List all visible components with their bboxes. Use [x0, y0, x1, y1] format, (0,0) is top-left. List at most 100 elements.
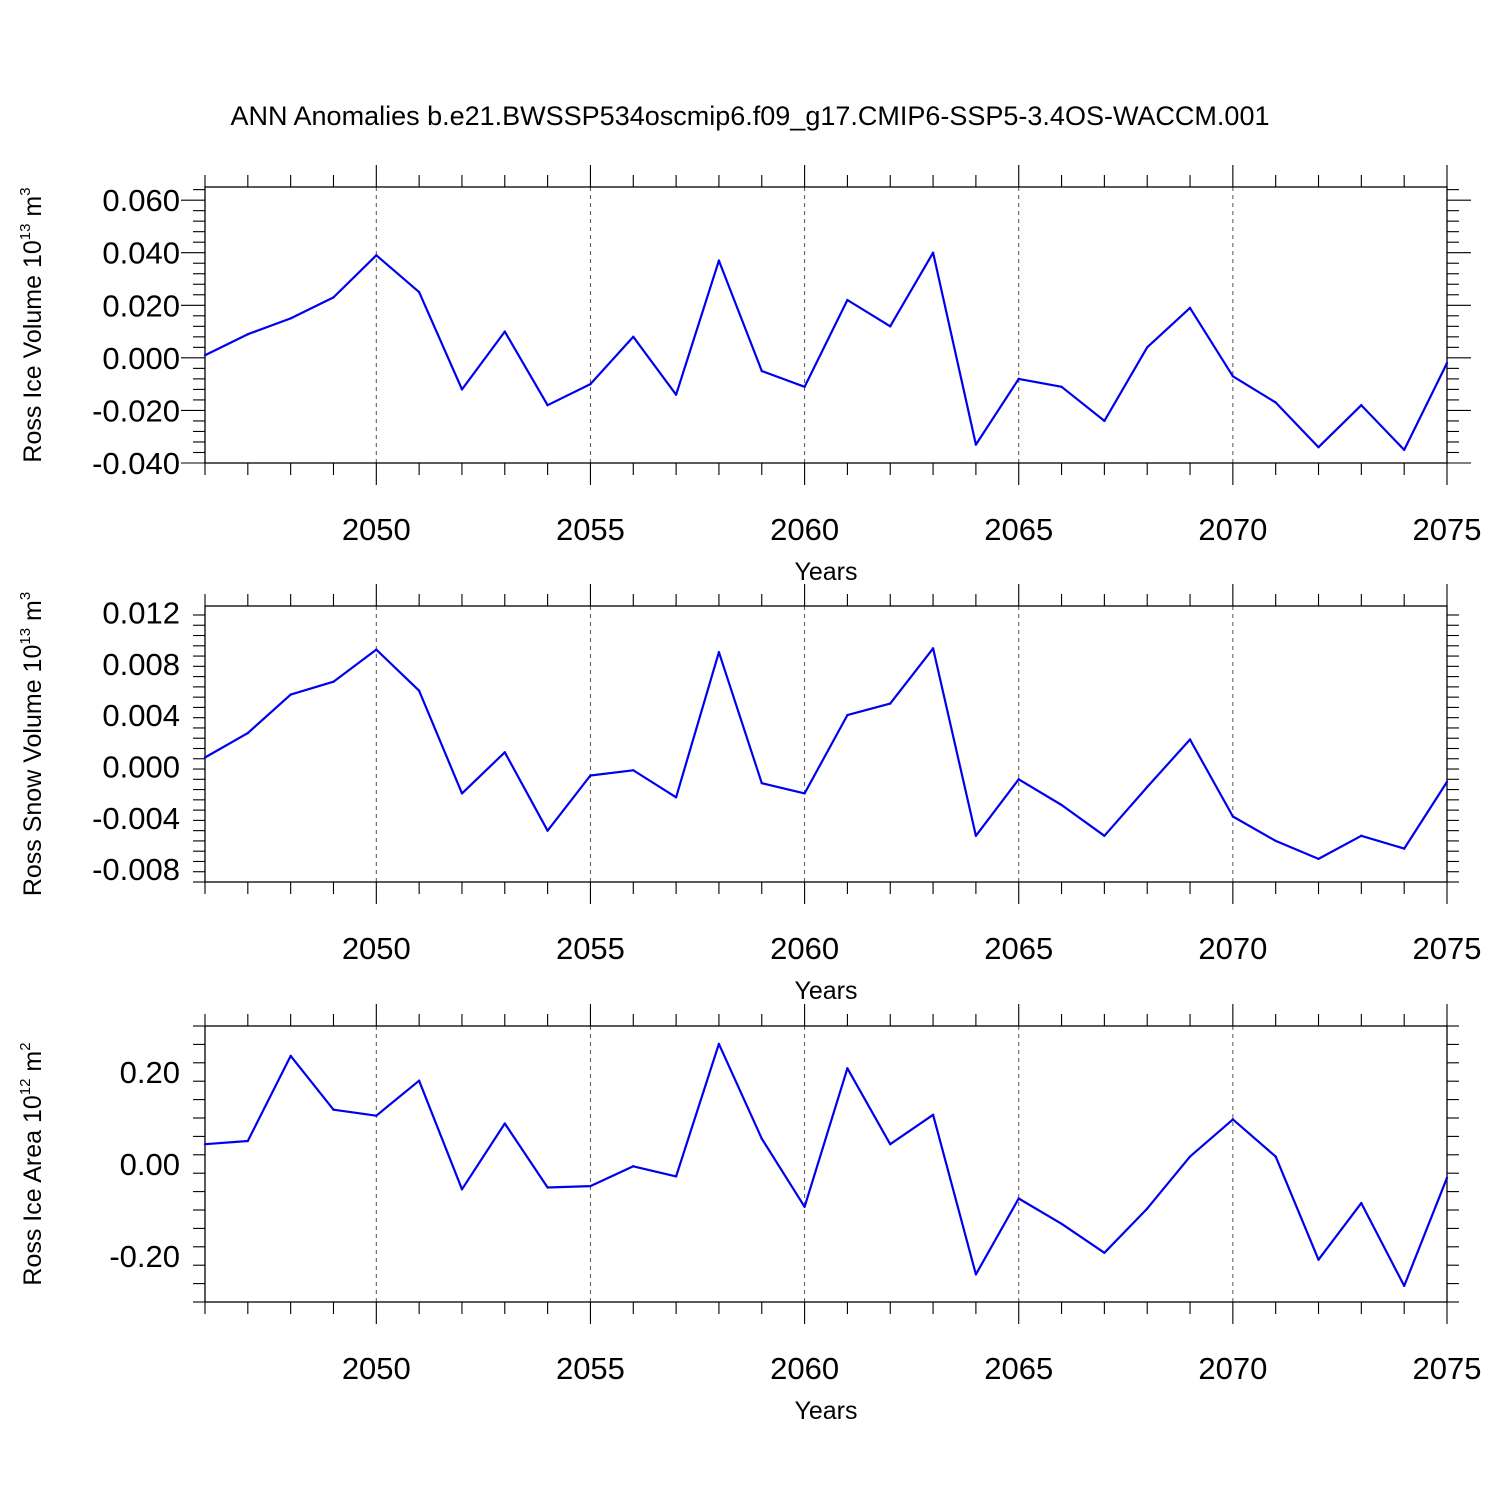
- y-axis-label-exponent: 13: [17, 628, 34, 645]
- x-tick-label-2055: 2055: [556, 931, 625, 966]
- y-tick-label: 0.060: [102, 183, 180, 218]
- data-point-2067: [1103, 834, 1106, 837]
- data-point-2064: [974, 443, 978, 446]
- data-point-2064: [974, 834, 978, 837]
- y-axis-label-unit-exponent: 3: [17, 187, 34, 195]
- data-point-2071: [1274, 1155, 1277, 1158]
- data-point-2055: [589, 382, 592, 386]
- data-point-2074: [1402, 847, 1406, 850]
- y-tick-label: 0.012: [102, 595, 180, 630]
- data-point-2046: [203, 1143, 207, 1146]
- y-tick-label: -0.004: [92, 801, 180, 836]
- data-point-2059: [760, 1137, 763, 1140]
- y-tick-label: 0.20: [120, 1055, 180, 1090]
- x-tick-label-2075: 2075: [1413, 1351, 1482, 1386]
- data-point-2065: [1017, 377, 1020, 381]
- data-point-2075: [1445, 361, 1449, 365]
- data-point-2065: [1017, 778, 1020, 781]
- data-point-2067: [1103, 419, 1106, 423]
- data-point-2053: [503, 330, 506, 333]
- data-point-2062: [889, 325, 892, 328]
- chart-panel-3: 2050 2055 2060 2065 2070 2075 Years -0.20 0.00 0.…: [17, 1004, 1481, 1425]
- data-point-2072: [1317, 1258, 1320, 1261]
- data-point-2054: [546, 1186, 549, 1189]
- x-tick-label-2050: 2050: [342, 512, 411, 547]
- data-point-2056: [632, 1165, 635, 1168]
- data-point-2049: [332, 680, 335, 683]
- data-point-2048: [289, 693, 292, 696]
- data-point-2066: [1060, 803, 1063, 807]
- data-point-2057: [674, 796, 678, 799]
- data-point-2063: [931, 647, 935, 650]
- data-point-2068: [1146, 1207, 1149, 1210]
- x-tick-label-2065: 2065: [984, 931, 1053, 966]
- figure-title: ANN Anomalies b.e21.BWSSP534oscmip6.f09_…: [231, 101, 1270, 131]
- data-point-2051: [417, 1079, 421, 1082]
- data-point-2056: [632, 335, 635, 339]
- x-tick-label-2065: 2065: [984, 1351, 1053, 1386]
- data-point-2073: [1360, 1201, 1363, 1205]
- data-point-2055: [589, 1184, 592, 1188]
- data-point-2063: [931, 251, 935, 254]
- y-axis-label-prefix: Ross Ice Area 10: [19, 1095, 47, 1285]
- data-point-2060: [803, 385, 806, 388]
- y-tick-label: -0.008: [92, 852, 180, 887]
- x-tick-label-2050: 2050: [342, 1351, 411, 1386]
- x-axis-label: Years: [794, 558, 857, 586]
- panels: 2050 2055 2060 2065 2070 2075 Years -0.040 -0.02…: [17, 165, 1481, 1425]
- data-point-2070: [1231, 375, 1235, 378]
- data-point-2052: [460, 792, 464, 795]
- y-tick-label: 0.000: [102, 341, 180, 376]
- data-point-2072: [1317, 857, 1320, 861]
- data-point-2061: [846, 298, 849, 302]
- y-tick-label: -0.040: [92, 446, 180, 481]
- data-point-2065: [1017, 1197, 1020, 1200]
- x-tick-label-2075: 2075: [1413, 931, 1482, 966]
- x-tick-label-2075: 2075: [1413, 512, 1482, 547]
- data-point-2054: [546, 829, 549, 832]
- data-point-2050: [375, 648, 378, 651]
- data-point-2069: [1188, 1155, 1192, 1158]
- y-axis-label: Ross Snow Volume 1013 m3: [17, 592, 47, 896]
- data-point-2048: [289, 317, 292, 320]
- x-tick-label-2055: 2055: [556, 1351, 625, 1386]
- data-point-2047: [246, 731, 250, 735]
- y-axis-label-exponent: 13: [17, 224, 34, 241]
- data-point-2074: [1402, 448, 1406, 452]
- x-tick-label-2055: 2055: [556, 512, 625, 547]
- x-tick-label-2070: 2070: [1198, 512, 1267, 547]
- data-point-2062: [889, 702, 892, 705]
- data-point-2058: [717, 651, 721, 654]
- series-line: [204, 251, 1448, 451]
- chart-panel-1: 2050 2055 2060 2065 2070 2075 Years -0.040 -0.02…: [17, 165, 1481, 586]
- data-point-2070: [1231, 815, 1235, 818]
- y-tick-label: -0.020: [92, 393, 180, 428]
- y-axis-label: Ross Ice Volume 1013 m3: [17, 187, 47, 462]
- data-point-2074: [1402, 1284, 1406, 1288]
- data-point-2050: [375, 1114, 378, 1117]
- data-point-2068: [1146, 346, 1149, 349]
- data-point-2053: [503, 1122, 506, 1125]
- x-tick-label-2070: 2070: [1198, 931, 1267, 966]
- data-point-2049: [332, 1108, 335, 1111]
- data-point-2062: [889, 1143, 892, 1146]
- x-tick-label-2060: 2060: [770, 512, 839, 547]
- data-point-2049: [332, 296, 335, 299]
- data-point-2055: [589, 774, 592, 777]
- chart-panel-2: 2050 2055 2060 2065 2070 2075 Years -0.008 -0.00…: [17, 584, 1481, 1005]
- y-axis-label-prefix: Ross Ice Volume 10: [19, 240, 47, 462]
- plot-frame: [204, 186, 1448, 464]
- y-axis-label: Ross Ice Area 1012 m2: [17, 1042, 47, 1285]
- data-point-2051: [417, 689, 421, 692]
- y-axis-label-unit: m: [19, 1051, 47, 1079]
- data-point-2061: [846, 713, 849, 717]
- data-point-2046: [203, 756, 207, 759]
- y-tick-label: 0.040: [102, 236, 180, 271]
- data-point-2066: [1060, 1222, 1063, 1226]
- y-axis-label-unit-exponent: 2: [17, 1042, 34, 1050]
- data-point-2061: [846, 1067, 849, 1070]
- data-point-2052: [460, 1188, 464, 1191]
- y-tick-label: 0.020: [102, 288, 180, 323]
- data-point-2059: [760, 369, 763, 373]
- y-axis-label-prefix: Ross Snow Volume 10: [19, 645, 47, 897]
